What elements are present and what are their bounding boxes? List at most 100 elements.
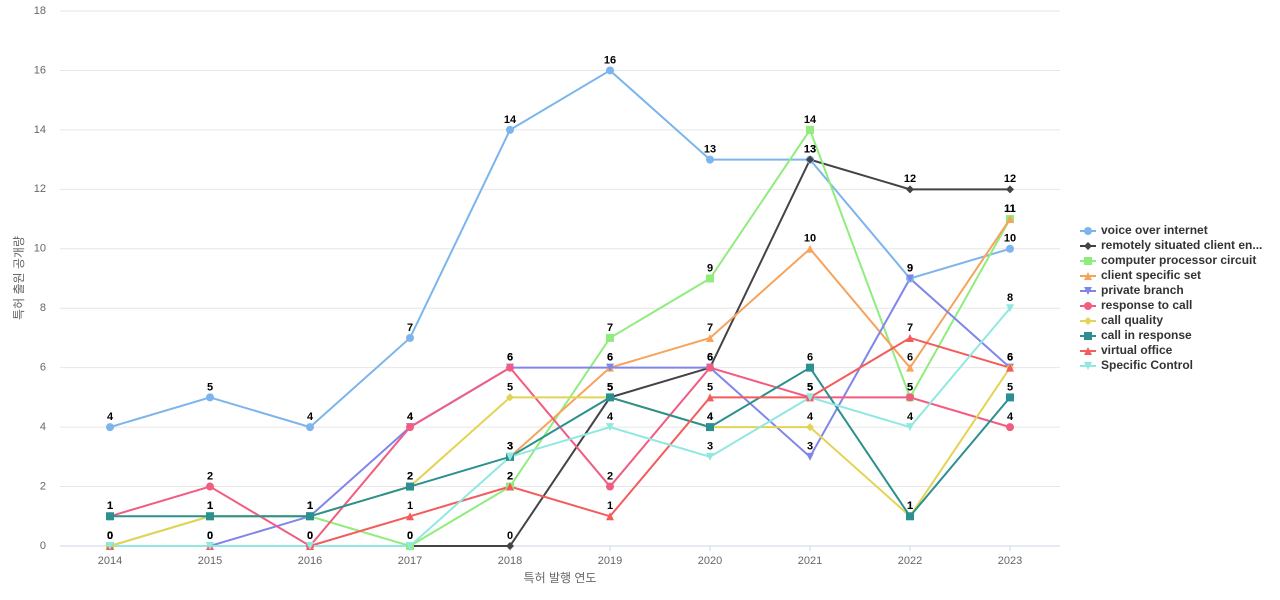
marker	[406, 482, 414, 491]
data-label: 12	[904, 173, 916, 185]
marker	[206, 512, 214, 521]
marker	[1084, 362, 1092, 370]
data-label: 12	[1004, 173, 1016, 185]
data-label: 7	[707, 322, 713, 334]
data-label: 1	[907, 500, 913, 512]
y-tick-label: 2	[40, 480, 46, 492]
marker	[806, 155, 814, 164]
data-label: 8	[1007, 292, 1013, 304]
data-label: 1	[907, 500, 913, 512]
series-line	[109, 367, 1011, 547]
data-label: 9	[907, 262, 913, 274]
data-label: 5	[1007, 381, 1013, 393]
marker	[906, 393, 914, 402]
data-label: 13	[804, 144, 816, 156]
marker	[106, 542, 114, 550]
data-label: 1	[207, 500, 213, 512]
marker	[506, 363, 514, 372]
marker	[606, 482, 614, 491]
y-tick-label: 8	[40, 302, 46, 314]
data-label: 5	[807, 381, 813, 393]
marker	[906, 274, 914, 283]
x-tick-label: 2016	[298, 555, 322, 567]
marker	[806, 423, 814, 432]
data-label: 0	[207, 530, 213, 542]
data-label: 4	[107, 411, 114, 423]
marker	[706, 452, 714, 461]
data-label: 4	[707, 411, 714, 423]
legend-label: private branch	[1101, 283, 1184, 297]
marker	[906, 363, 914, 372]
data-label: 6	[1007, 352, 1013, 364]
data-label: 2	[507, 470, 513, 482]
marker	[606, 512, 614, 521]
data-label: 1	[207, 500, 213, 512]
data-label: 0	[407, 530, 413, 542]
x-tick-label: 2015	[198, 555, 222, 567]
marker	[1084, 242, 1092, 250]
marker	[706, 423, 714, 432]
marker	[606, 333, 614, 342]
legend-label: remotely situated client en...	[1101, 238, 1262, 252]
y-axis-label: 특허 출원 공개량	[12, 236, 26, 320]
marker	[1084, 302, 1092, 310]
data-label: 5	[607, 381, 613, 393]
marker	[406, 512, 414, 521]
data-label: 6	[707, 352, 713, 364]
marker	[806, 363, 814, 372]
marker	[1084, 272, 1092, 280]
series-line	[109, 366, 1011, 548]
data-label: 16	[604, 54, 616, 66]
marker	[706, 363, 714, 372]
legend-label: Specific Control	[1101, 358, 1193, 372]
data-label: 5	[507, 381, 513, 393]
marker	[606, 423, 614, 432]
marker	[906, 333, 914, 342]
data-label: 0	[207, 530, 213, 542]
marker	[806, 244, 814, 253]
marker	[1084, 287, 1092, 295]
x-tick-label: 2018	[498, 555, 522, 567]
data-label: 4	[1007, 411, 1014, 423]
marker	[806, 125, 814, 134]
data-label: 0	[207, 530, 213, 542]
data-label: 2	[607, 470, 613, 482]
data-label: 6	[1007, 352, 1013, 364]
data-label: 1	[207, 500, 213, 512]
marker	[1084, 257, 1092, 265]
marker	[1006, 393, 1014, 402]
marker	[106, 423, 114, 432]
data-label: 0	[507, 530, 513, 542]
data-label: 5	[907, 381, 913, 393]
data-label: 0	[307, 530, 313, 542]
y-tick-label: 0	[40, 540, 46, 552]
marker	[706, 393, 714, 402]
legend-label: client specific set	[1101, 268, 1201, 282]
data-label: 5	[607, 381, 613, 393]
marker	[1006, 304, 1014, 313]
y-tick-label: 4	[40, 421, 46, 433]
data-label: 0	[107, 530, 113, 542]
marker	[406, 333, 414, 342]
marker	[1006, 244, 1014, 253]
data-label: 2	[507, 470, 513, 482]
marker	[706, 155, 714, 164]
marker	[806, 452, 814, 461]
marker	[206, 393, 214, 402]
data-label: 0	[307, 530, 313, 542]
legend-label: call quality	[1101, 313, 1163, 327]
data-label: 4	[907, 411, 914, 423]
data-label: 6	[707, 352, 713, 364]
data-label: 4	[707, 411, 714, 423]
marker	[1006, 185, 1014, 194]
marker	[1084, 347, 1092, 355]
marker	[906, 423, 914, 432]
data-label: 0	[107, 530, 113, 542]
data-label: 1	[307, 500, 313, 512]
data-label: 0	[107, 530, 113, 542]
x-tick-label: 2017	[398, 555, 422, 567]
series-line	[110, 366, 1011, 518]
data-label: 5	[907, 381, 913, 393]
marker	[506, 125, 514, 134]
